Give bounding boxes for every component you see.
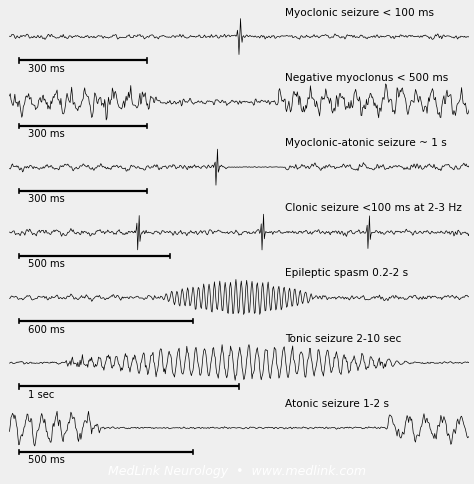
Text: Myoclonic seizure < 100 ms: Myoclonic seizure < 100 ms [285,8,434,17]
Text: 500 ms: 500 ms [28,455,65,465]
Text: 300 ms: 300 ms [28,64,64,74]
Text: Tonic seizure 2-10 sec: Tonic seizure 2-10 sec [285,333,402,344]
Text: Negative myoclonus < 500 ms: Negative myoclonus < 500 ms [285,73,448,83]
Text: Atonic seizure 1-2 s: Atonic seizure 1-2 s [285,399,389,408]
Text: MedLink Neurology  •  www.medlink.com: MedLink Neurology • www.medlink.com [108,465,366,478]
Text: Epileptic spasm 0.2-2 s: Epileptic spasm 0.2-2 s [285,268,409,278]
Text: Myoclonic-atonic seizure ~ 1 s: Myoclonic-atonic seizure ~ 1 s [285,138,447,148]
Text: 600 ms: 600 ms [28,325,65,334]
Text: 300 ms: 300 ms [28,194,64,204]
Text: Clonic seizure <100 ms at 2-3 Hz: Clonic seizure <100 ms at 2-3 Hz [285,203,462,213]
Text: 1 sec: 1 sec [28,390,54,400]
Text: 500 ms: 500 ms [28,259,65,270]
Text: 300 ms: 300 ms [28,129,64,139]
